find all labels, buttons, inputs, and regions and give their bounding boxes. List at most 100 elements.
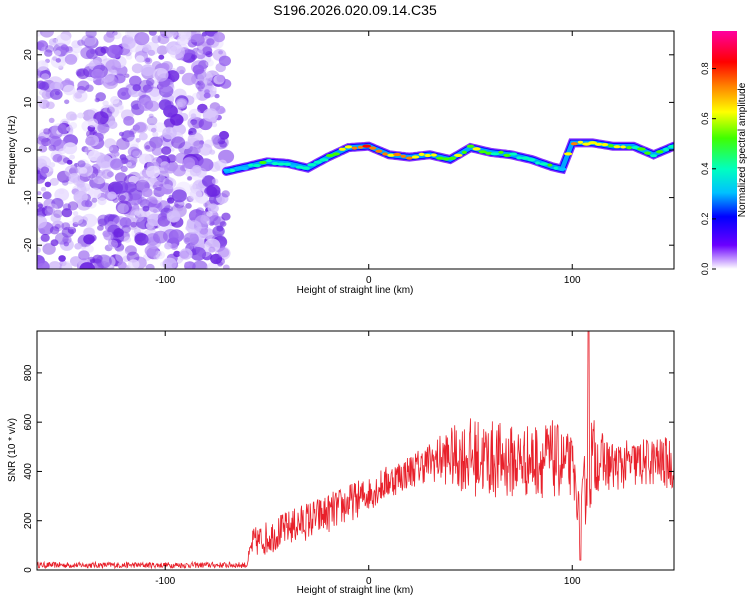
noise-blob [77, 39, 85, 46]
noise-blob [49, 226, 60, 235]
noise-blob [144, 41, 160, 56]
signal-cell [290, 164, 297, 168]
noise-blob [121, 91, 127, 97]
colorbar-gradient [712, 31, 737, 269]
noise-blob [118, 105, 124, 110]
noise-blob [54, 82, 64, 90]
noise-blob [56, 155, 68, 165]
noise-blob [170, 243, 178, 250]
noise-blob [82, 226, 96, 238]
noise-blob [119, 217, 132, 228]
noise-blob [37, 191, 42, 196]
noise-blob [51, 198, 64, 209]
noise-blob [218, 50, 224, 55]
noise-blob [53, 209, 63, 218]
colorbar-tick-label: 0.8 [700, 62, 710, 75]
colorbar-ticks: 0.0 0.2 0.4 0.6 0.8 [700, 62, 716, 275]
noise-blob [85, 134, 100, 147]
noise-blob [205, 59, 214, 67]
noise-blob [125, 159, 130, 164]
noise-blob [95, 254, 112, 269]
noise-blob [221, 190, 230, 198]
noise-blob [66, 159, 73, 165]
noise-blob [62, 260, 72, 269]
signal-cell [301, 166, 310, 170]
signal-cell [307, 163, 317, 167]
noise-blob [166, 210, 181, 223]
noise-blob [158, 99, 172, 111]
noise-blob [125, 51, 132, 57]
noise-blob [205, 51, 213, 58]
noise-blob [55, 58, 61, 63]
noise-blob [216, 225, 224, 232]
signal-cell [436, 156, 444, 160]
noise-blob [125, 136, 139, 149]
signal-cell [418, 152, 425, 156]
noise-blob [148, 31, 157, 36]
noise-blob [64, 99, 70, 105]
noise-blob [166, 31, 177, 39]
signal-cell [527, 158, 536, 162]
noise-blob [79, 167, 88, 175]
noise-blob [217, 247, 230, 258]
noise-blob [105, 59, 122, 73]
noise-blob [72, 89, 88, 103]
noise-blob [37, 203, 44, 209]
y-tick-label: 800 [23, 364, 34, 381]
noise-blob [145, 233, 160, 246]
noise-blob [42, 191, 52, 200]
noise-blob [83, 36, 99, 49]
noise-blob [77, 112, 85, 119]
y-tick-label: 10 [23, 96, 34, 108]
noise-blob [61, 222, 71, 231]
signal-cell [539, 162, 548, 166]
signal-cell [613, 145, 621, 149]
noise-blob [211, 134, 223, 145]
noise-blob [127, 146, 140, 157]
noise-blob [189, 183, 197, 190]
noise-blob [167, 197, 175, 204]
noise-blob [50, 213, 61, 223]
noise-blob [37, 215, 48, 229]
noise-blob [48, 162, 56, 168]
noise-blob [207, 203, 219, 214]
x-tick-label: 100 [564, 275, 581, 286]
noise-blob [54, 232, 69, 245]
noise-blob [106, 106, 115, 114]
noise-blob [40, 186, 47, 192]
signal-cell [332, 152, 340, 156]
noise-blob [203, 92, 211, 99]
noise-blob [134, 233, 149, 246]
signal-cell [266, 159, 272, 163]
noise-blob [130, 209, 145, 223]
noise-blob [41, 205, 54, 216]
signal-cell [577, 140, 584, 144]
noise-blob [91, 197, 98, 203]
noise-blob [50, 239, 59, 247]
noise-blob [178, 31, 192, 40]
noise-blob [189, 188, 203, 200]
noise-blob [116, 137, 130, 150]
signal-cell [656, 150, 664, 154]
noise-blob [201, 32, 208, 37]
noise-blob [145, 165, 161, 178]
noise-blob [206, 210, 213, 217]
noise-blob [218, 130, 230, 140]
noise-blob [179, 250, 190, 259]
signal-cell [344, 145, 353, 149]
noise-blob [135, 55, 145, 63]
noise-blob [87, 118, 99, 128]
signal-cell [276, 162, 286, 166]
noise-blob [126, 161, 132, 167]
noise-blob [87, 172, 97, 181]
noise-blob [61, 208, 73, 218]
noise-blob [87, 187, 102, 200]
noise-blob [49, 88, 63, 100]
signal-cell [663, 147, 669, 152]
signal-cell [382, 152, 388, 156]
signal-cell [375, 149, 383, 153]
noise-blob [192, 140, 203, 151]
noise-blob [72, 211, 79, 216]
noise-blob [48, 144, 56, 152]
